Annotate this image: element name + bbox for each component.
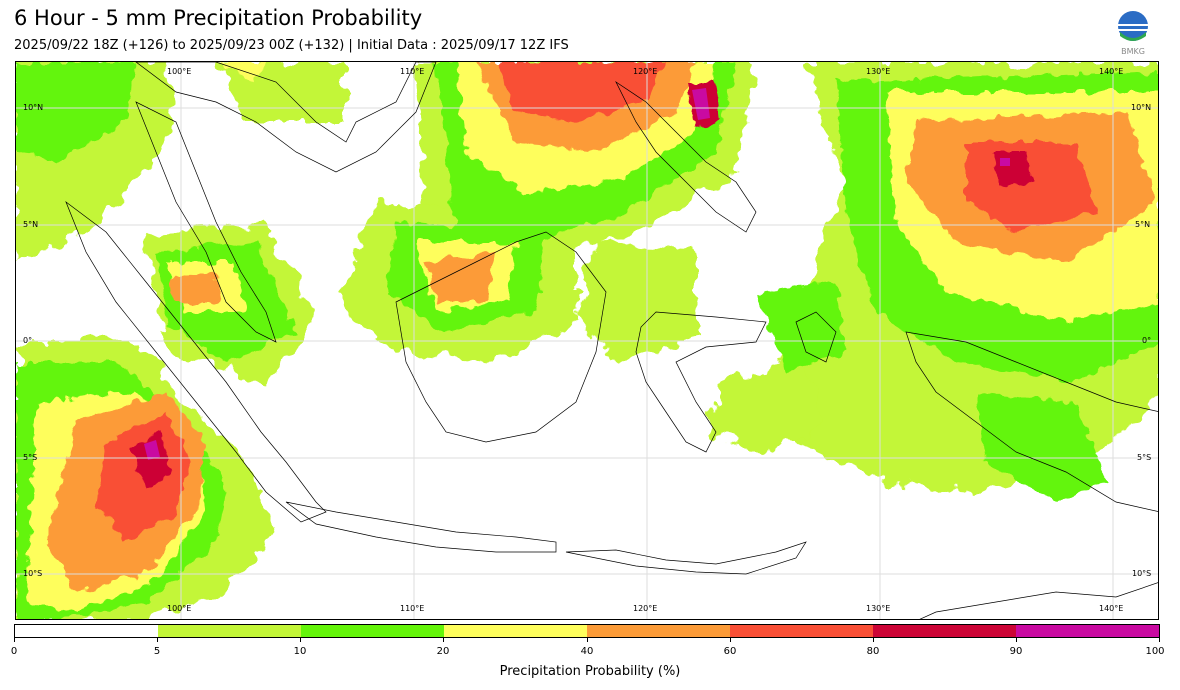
colorbar-tick-label: 20: [436, 646, 450, 657]
coast-malay-peninsula: [135, 101, 277, 343]
lat-label-right: 10°S: [1132, 569, 1152, 578]
coast-maluku: [795, 311, 837, 363]
colorbar-tick-label: 100: [1145, 646, 1165, 657]
coastlines: [65, 62, 1158, 619]
lon-label-top: 140°E: [1099, 67, 1124, 76]
lon-label-top: 110°E: [400, 67, 425, 76]
coast-borneo: [395, 231, 607, 443]
lon-label-bottom: 120°E: [633, 604, 658, 613]
colorbar-tick: [730, 638, 731, 642]
colorbar-tick-label: 5: [153, 646, 161, 657]
page-subtitle: 2025/09/22 18Z (+126) to 2025/09/23 00Z …: [14, 38, 569, 53]
colorbar-segment: [730, 625, 873, 637]
lat-label-left: 0°: [23, 336, 33, 345]
colorbar-title: Precipitation Probability (%): [499, 664, 681, 679]
lat-label-right: 10°N: [1131, 103, 1152, 112]
coast-sumatra: [65, 200, 327, 523]
colorbar-tick: [1159, 638, 1160, 642]
lon-label-bottom: 140°E: [1099, 604, 1124, 613]
coast-sulawesi: [635, 311, 767, 453]
lon-label-bottom: 110°E: [400, 604, 425, 613]
precipitation-map: 100°E 110°E 120°E 130°E 140°E 100°E 110°…: [15, 61, 1159, 620]
colorbar-tick: [14, 638, 15, 642]
colorbar-tick-label: 40: [580, 646, 594, 657]
colorbar-tick: [873, 638, 874, 642]
coast-new-guinea: [905, 331, 1158, 512]
coast-java: [285, 501, 557, 553]
lat-label-left: 10°S: [23, 569, 43, 578]
bmkg-logo: BMKG: [1112, 10, 1154, 56]
coast-australia: [919, 582, 1158, 619]
svg-text:BMKG: BMKG: [1121, 47, 1145, 56]
lon-label-bottom: 130°E: [866, 604, 891, 613]
colorbar-tick-label: 0: [10, 646, 18, 657]
prob-field-90: [144, 88, 1010, 460]
colorbar-segment: [873, 625, 1016, 637]
colorbar-segment: [301, 625, 444, 637]
lon-label-top: 100°E: [167, 67, 192, 76]
colorbar-tick: [443, 638, 444, 642]
lon-label-top: 120°E: [633, 67, 658, 76]
lat-label-left: 5°N: [23, 220, 39, 229]
colorbar-tick: [300, 638, 301, 642]
graticule: [16, 62, 1158, 619]
lon-label-bottom: 100°E: [167, 604, 192, 613]
page-title: 6 Hour - 5 mm Precipitation Probability: [14, 6, 423, 30]
colorbar-tick-label: 10: [293, 646, 307, 657]
colorbar-segment: [158, 625, 301, 637]
lat-label-right: 5°N: [1135, 220, 1151, 229]
colorbar-segment: [587, 625, 730, 637]
coast-lesser-sunda: [565, 541, 807, 575]
colorbar-tick: [1016, 638, 1017, 642]
colorbar-segment: [444, 625, 587, 637]
colorbar-tick: [587, 638, 588, 642]
colorbar-tick-label: 90: [1009, 646, 1023, 657]
map-canvas: [16, 62, 1158, 619]
colorbar-tick-label: 60: [723, 646, 737, 657]
lat-label-right: 5°S: [1137, 453, 1152, 462]
lat-label-right: 0°: [1142, 336, 1152, 345]
colorbar-tick-label: 80: [866, 646, 880, 657]
coast-philippines: [615, 80, 757, 233]
coast-indochina: [135, 62, 437, 173]
colorbar-segment: [15, 625, 158, 637]
lat-label-left: 10°N: [23, 103, 44, 112]
lat-label-left: 5°S: [23, 453, 38, 462]
colorbar: [14, 624, 1160, 638]
lon-label-top: 130°E: [866, 67, 891, 76]
colorbar-tick: [157, 638, 158, 642]
colorbar-segment: [1016, 625, 1159, 637]
